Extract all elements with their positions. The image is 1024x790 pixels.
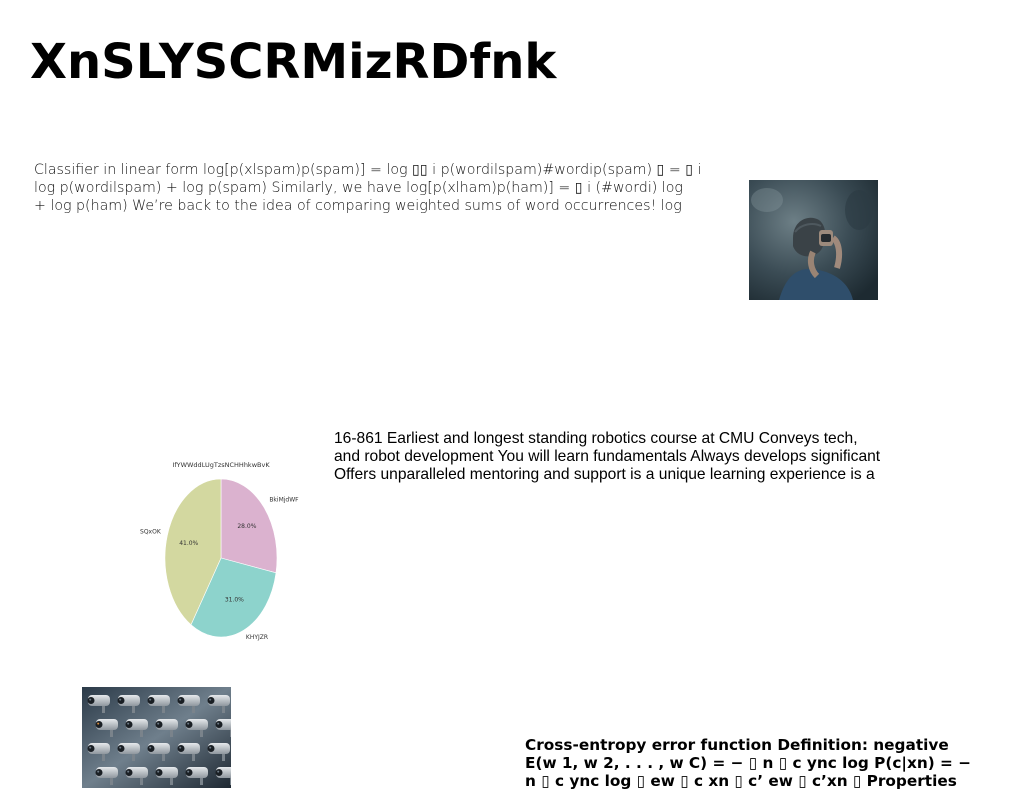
camera-shape [117, 743, 140, 761]
person-with-camera-photo [749, 180, 878, 300]
pie-value-label: 31.0% [225, 597, 244, 604]
text-line: log p(wordilspam) + log p(spam) Similarl… [34, 180, 683, 196]
camera-shape [207, 695, 230, 713]
text-line: Cross-entropy error function Definition:… [525, 736, 949, 754]
camera-shape [155, 767, 178, 785]
text-line: E(w 1, w 2, . . . , w C) = − ▯ n ▯ c ync… [525, 754, 972, 772]
camera-shape [95, 767, 118, 785]
camera-shape [215, 767, 231, 785]
text-line: 16-861 Earliest and longest standing rob… [334, 430, 858, 447]
pie-category-label: BkiMjdWF [269, 497, 299, 504]
pie-chart: IfYWWddLUgTzsNCHHhkwBvK 28.0% BkiMjdWF 31.0… [130, 455, 310, 645]
camera-shape [207, 743, 230, 761]
camera-shape [185, 719, 208, 737]
text-block-robotics-course: 16-861 Earliest and longest standing rob… [334, 430, 914, 484]
camera-shape [125, 719, 148, 737]
photo-illustration [749, 180, 878, 300]
camera-shape [117, 695, 140, 713]
camera-shape [125, 767, 148, 785]
camera-shape [87, 743, 110, 761]
camera-shape [185, 767, 208, 785]
pie-slice-SQxOK [164, 478, 222, 626]
text-line: Offers unparalleled mentoring and suppor… [334, 466, 875, 483]
pie-category-label: SQxOK [140, 528, 162, 535]
pie-value-label: 28.0% [237, 523, 256, 530]
camera-shape [147, 695, 170, 713]
camera-shape [95, 719, 118, 737]
text-line: + log p(ham) We’re back to the idea of c… [34, 198, 682, 214]
pie-slice-BkiMjdWF [220, 478, 278, 574]
camera-shape [177, 743, 200, 761]
pie-value-label: 41.0% [179, 540, 198, 547]
page-title: XnSLYSCRMizRDfnk [30, 34, 557, 90]
pie-chart-title: IfYWWddLUgTzsNCHHhkwBvK [172, 461, 270, 469]
camera-shape [177, 695, 200, 713]
text-line: n ▯ c ync log ▯ ew ▯ c xn ▯ c’ ew ▯ c’xn… [525, 772, 957, 790]
text-block-cross-entropy: Cross-entropy error function Definition:… [525, 736, 1024, 790]
camera-shape [215, 719, 231, 737]
text-block-classifier: Classifier in linear form log[p(xlspam)p… [34, 161, 702, 215]
pie-chart-svg: IfYWWddLUgTzsNCHHhkwBvK 28.0% BkiMjdWF 31.0… [140, 461, 299, 641]
text-line: and robot development You will learn fun… [334, 448, 881, 465]
camera-shape [155, 719, 178, 737]
text-line: Classifier in linear form log[p(xlspam)p… [34, 162, 702, 178]
pie-category-label: KHYJZR [246, 634, 268, 641]
photo-illustration [82, 687, 231, 788]
security-cameras-photo [82, 687, 231, 788]
camera-shape [87, 695, 110, 713]
camera-shape [147, 743, 170, 761]
